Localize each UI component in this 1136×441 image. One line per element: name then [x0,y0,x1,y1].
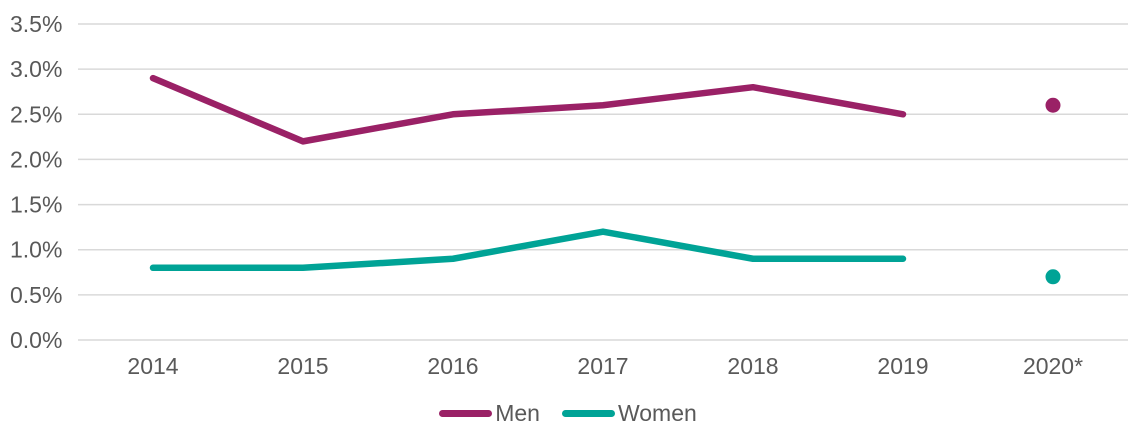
x-tick-label: 2019 [877,353,928,379]
y-tick-label: 1.0% [10,237,62,263]
legend-item-women: Women [561,399,697,426]
chart-canvas: 0.0% 0.5% 1.0% 1.5% 2.0% 2.5% 3.0% 3.5% 2014 2015… [10,11,1128,379]
y-tick-label: 1.5% [10,192,62,218]
y-tick-label: 3.5% [10,11,62,37]
men-line [149,74,907,145]
women-isolated-point [1045,269,1061,285]
x-tick-label: 2014 [127,353,178,379]
x-tick-label: 2016 [427,353,478,379]
y-tick-label: 2.5% [10,101,62,127]
women-line-swatch [561,409,615,417]
legend-label-men: Men [495,399,540,426]
men-isolated-point [1045,97,1061,113]
legend-item-men: Men [439,399,540,426]
women-line [149,228,907,272]
men-line-swatch [439,409,493,417]
y-tick-label: 2.0% [10,146,62,172]
x-tick-label: 2017 [577,353,628,379]
x-tick-label: 2018 [727,353,778,379]
y-tick-label: 0.0% [10,327,62,353]
chart-legend: Men Women [0,398,1136,428]
y-tick-label: 3.0% [10,56,62,82]
legend-label-women: Women [617,399,697,426]
x-tick-label: 2020* [1023,353,1083,379]
x-tick-label: 2015 [277,353,328,379]
y-tick-label: 0.5% [10,282,62,308]
